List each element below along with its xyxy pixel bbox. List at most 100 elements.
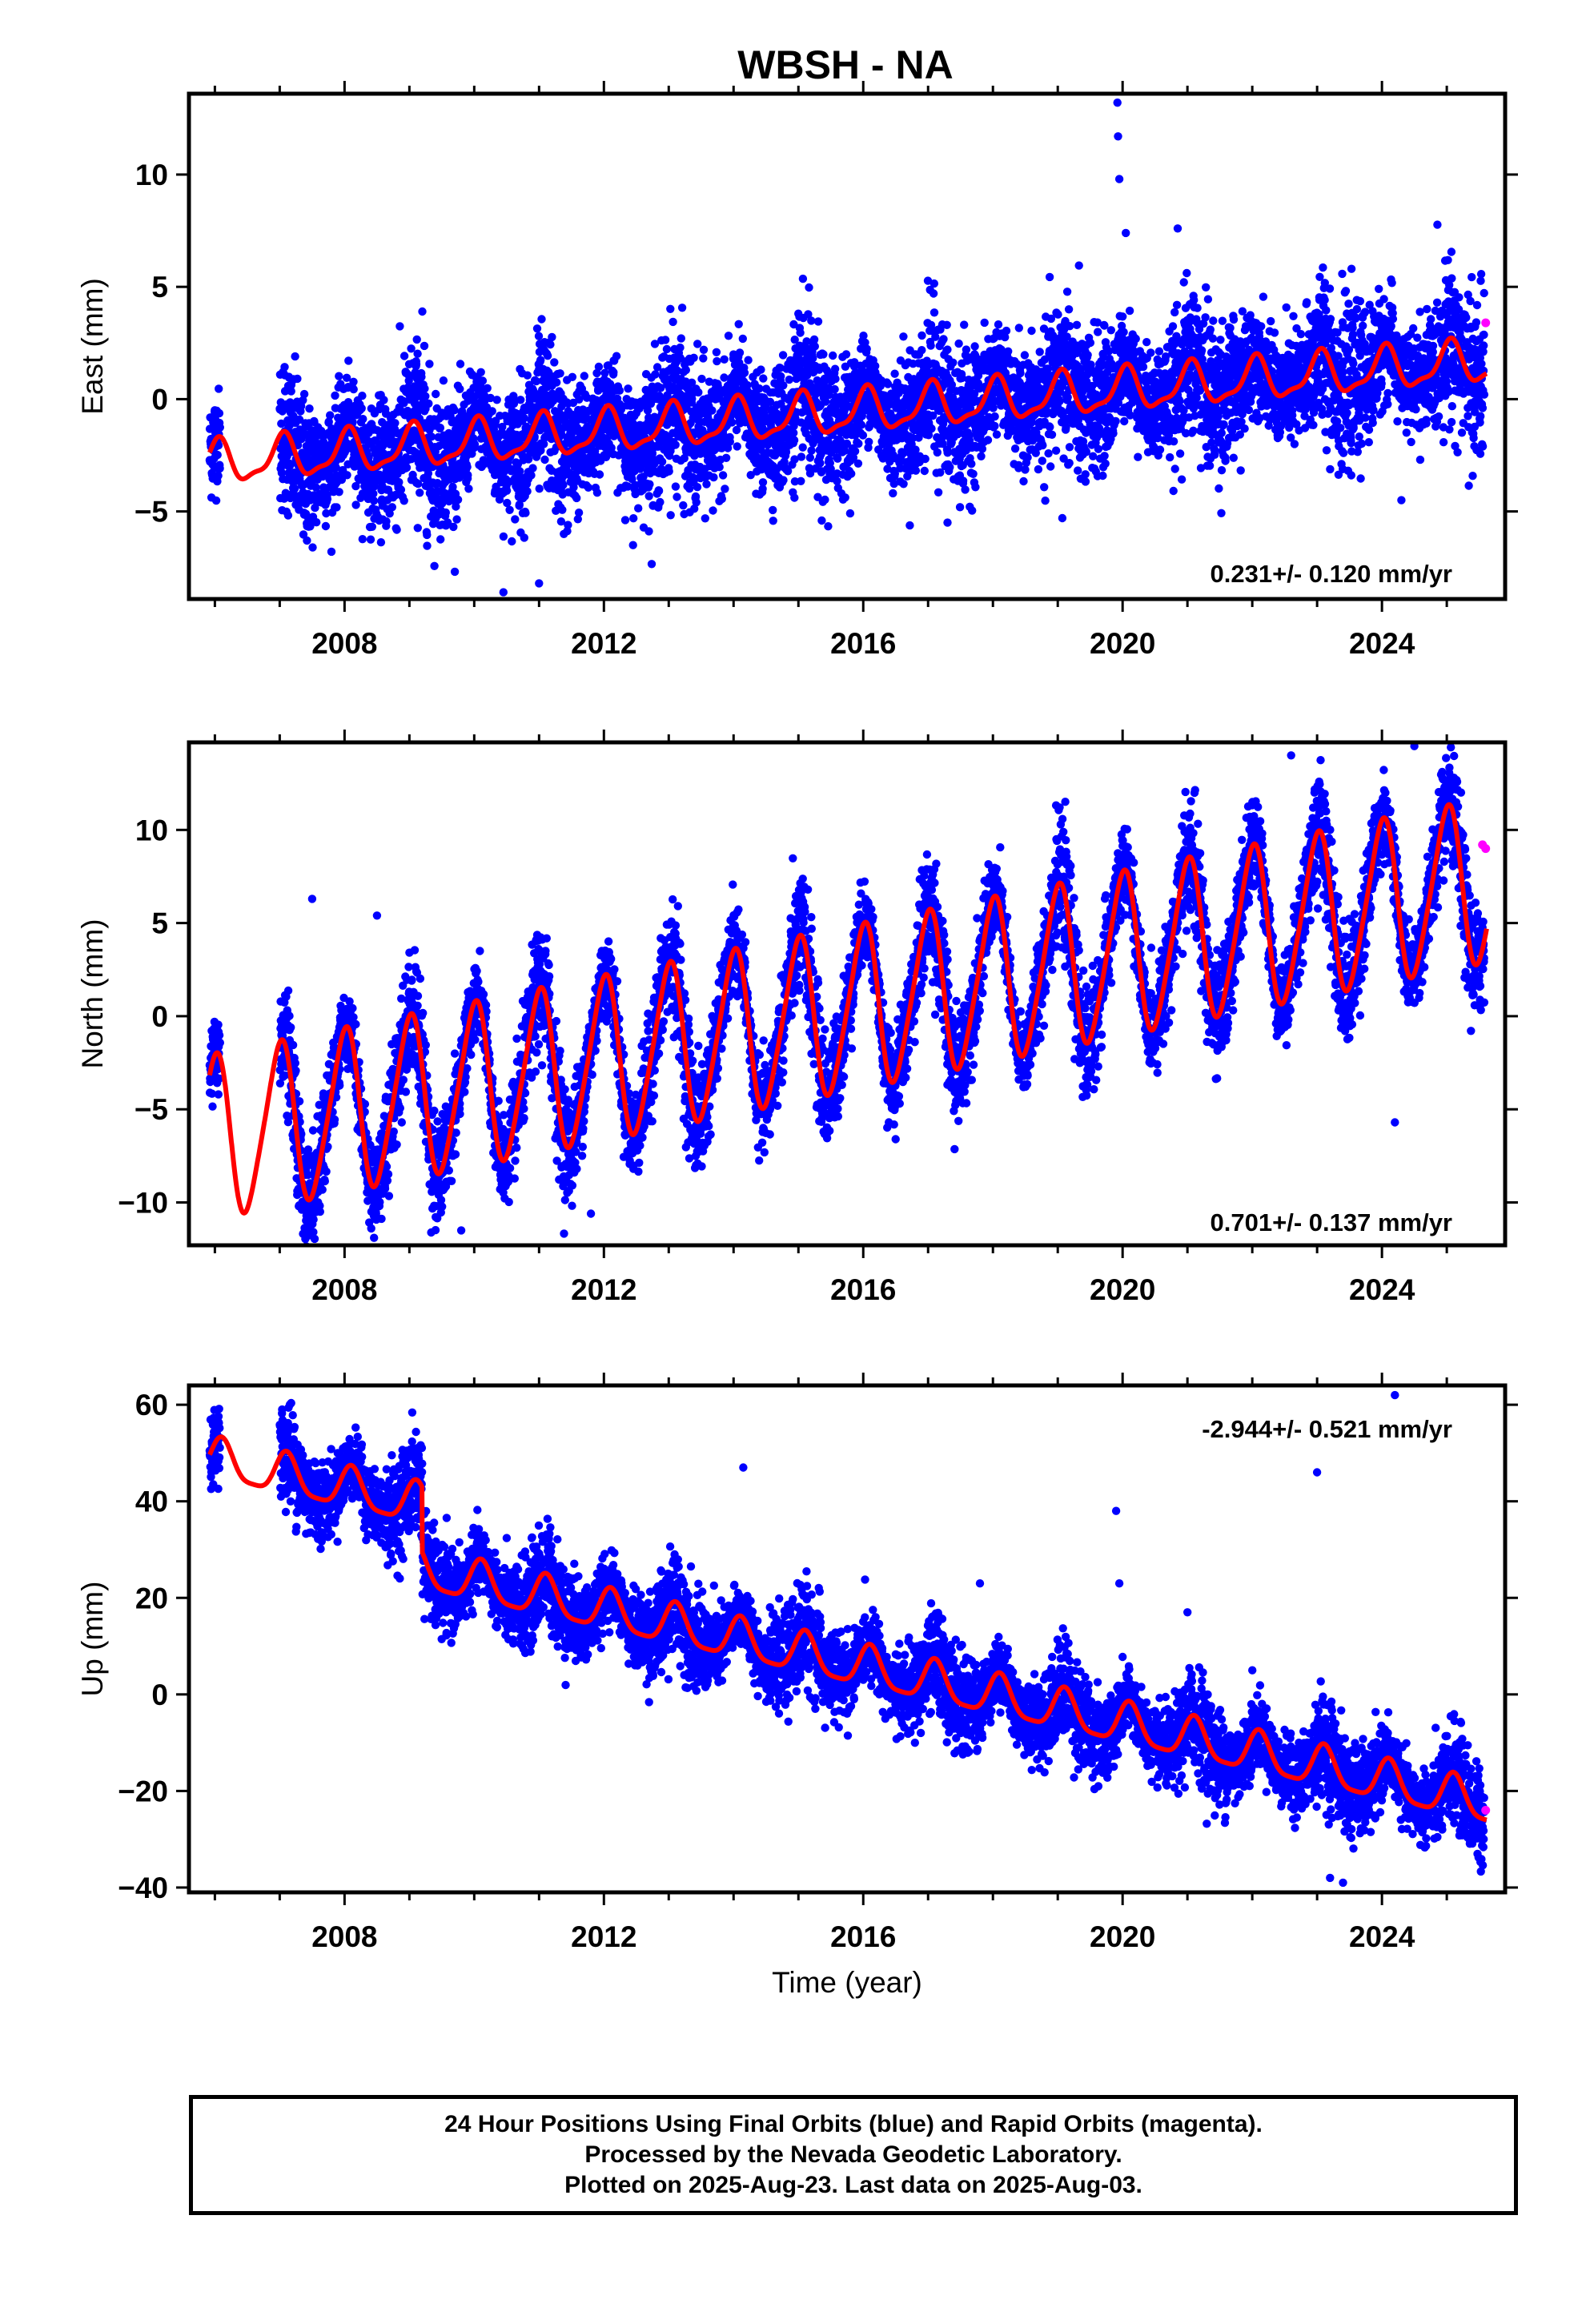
final-point — [441, 508, 450, 517]
final-point — [969, 469, 978, 478]
final-point — [277, 468, 287, 477]
final-point — [805, 283, 813, 292]
final-point — [299, 530, 308, 539]
final-point — [392, 525, 401, 534]
final-point — [943, 345, 952, 354]
final-point — [644, 492, 653, 501]
final-point — [720, 373, 729, 382]
final-point — [744, 356, 753, 364]
final-point — [366, 535, 375, 544]
final-point — [917, 346, 926, 355]
final-point — [702, 480, 711, 489]
final-point — [407, 455, 416, 464]
final-point — [456, 384, 464, 393]
final-point — [824, 522, 833, 531]
final-point — [511, 515, 520, 524]
final-point — [214, 440, 223, 450]
final-point — [681, 365, 690, 375]
final-point — [387, 503, 396, 512]
final-point — [1089, 452, 1098, 460]
final-point — [1038, 440, 1047, 450]
final-point — [1027, 326, 1036, 336]
final-point — [841, 350, 851, 359]
final-point — [859, 332, 868, 340]
final-point — [740, 368, 749, 377]
final-point — [689, 353, 698, 362]
final-point — [990, 412, 999, 421]
final-point — [946, 463, 954, 472]
final-point — [1014, 324, 1024, 332]
final-point — [933, 448, 942, 457]
final-point — [721, 453, 731, 462]
final-point — [342, 373, 351, 382]
final-point — [735, 348, 745, 357]
final-point — [612, 352, 621, 360]
final-point — [1034, 464, 1043, 474]
final-point — [857, 420, 866, 429]
final-point — [651, 370, 660, 379]
final-point — [283, 511, 293, 520]
final-point — [305, 404, 314, 413]
final-point — [954, 339, 963, 348]
final-point — [412, 360, 421, 368]
final-point — [1054, 310, 1062, 319]
final-point — [728, 418, 737, 427]
final-point — [1040, 483, 1049, 492]
final-point — [1106, 326, 1116, 335]
final-point — [1086, 338, 1095, 348]
final-point — [665, 467, 673, 476]
final-point — [830, 364, 840, 373]
final-point — [889, 489, 897, 498]
final-point — [423, 541, 432, 550]
final-point — [717, 494, 726, 504]
final-point — [556, 369, 564, 378]
final-point — [450, 406, 459, 415]
final-point — [214, 471, 223, 480]
final-point — [358, 535, 367, 544]
final-point — [1019, 476, 1028, 486]
final-point — [657, 457, 667, 466]
final-point — [595, 470, 604, 479]
final-point — [968, 506, 977, 515]
final-point — [424, 469, 433, 478]
final-point — [883, 380, 893, 388]
final-point — [584, 483, 593, 492]
final-point — [645, 480, 654, 489]
final-point — [369, 489, 378, 498]
final-point — [1083, 351, 1092, 360]
final-point — [779, 476, 788, 485]
final-point — [414, 479, 423, 489]
final-point — [358, 392, 367, 400]
final-point — [1023, 453, 1032, 462]
final-point — [492, 396, 501, 404]
final-point — [798, 274, 808, 283]
final-point — [990, 421, 999, 431]
final-point — [421, 392, 430, 400]
final-point — [1101, 459, 1110, 468]
final-point — [624, 384, 632, 393]
final-point — [779, 381, 788, 390]
final-point — [331, 391, 339, 400]
final-point — [797, 452, 806, 461]
final-point — [417, 372, 426, 381]
final-point — [634, 504, 643, 513]
final-point — [558, 505, 567, 514]
final-point — [677, 304, 687, 312]
final-point — [568, 372, 577, 381]
final-point — [387, 431, 396, 440]
final-point — [930, 308, 939, 317]
final-point — [211, 496, 221, 505]
final-point — [1055, 396, 1064, 406]
final-point — [425, 360, 434, 368]
final-point — [450, 567, 460, 577]
final-point — [367, 522, 376, 531]
final-point — [699, 354, 708, 363]
final-point — [402, 463, 412, 472]
final-point — [1063, 392, 1072, 402]
final-point — [543, 352, 552, 360]
final-point — [430, 561, 439, 570]
final-point — [819, 350, 828, 359]
final-point — [385, 509, 394, 518]
final-point — [679, 501, 688, 510]
final-point — [564, 521, 572, 529]
